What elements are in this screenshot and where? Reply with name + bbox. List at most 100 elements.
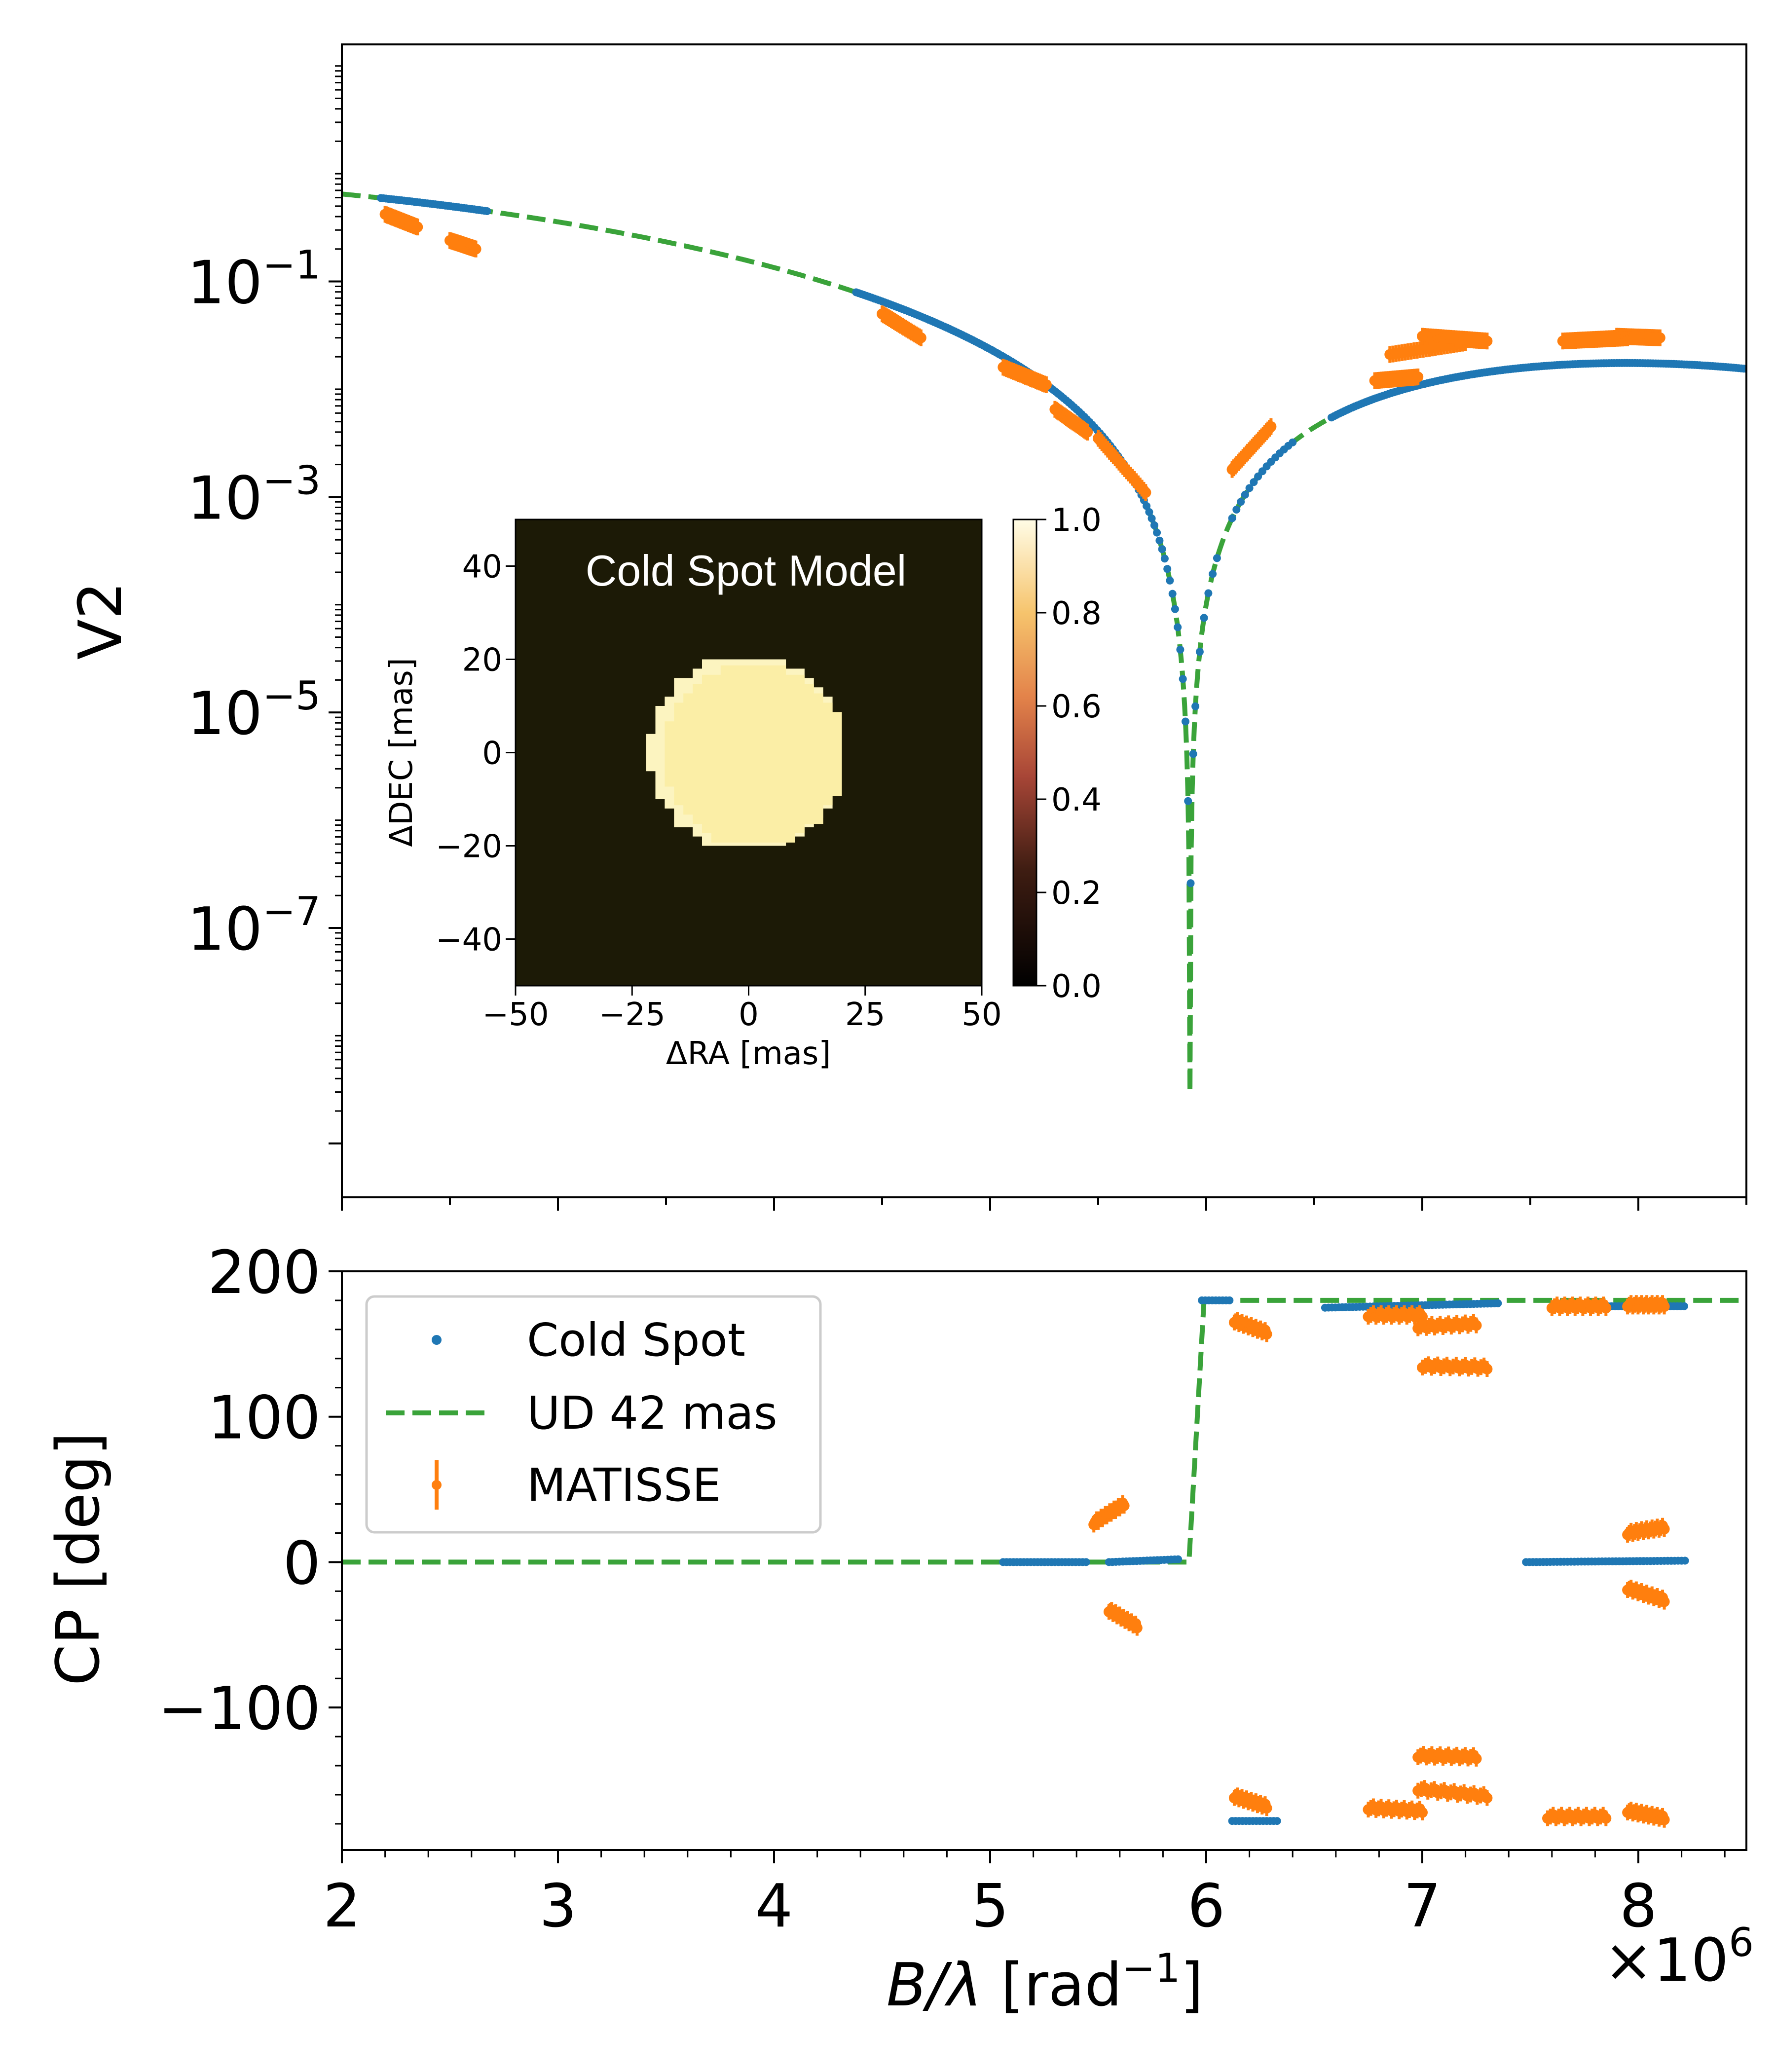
cold-spot-cp-point bbox=[1174, 1555, 1183, 1563]
cold-spot-v2-point bbox=[1289, 438, 1297, 446]
cp-xtick-label: 8 bbox=[1620, 1872, 1657, 1941]
matisse-cp-point bbox=[1261, 1803, 1272, 1814]
matisse-cp-point bbox=[1471, 1753, 1482, 1764]
cold-spot-v2-point bbox=[1166, 576, 1174, 585]
v2-ytick-label: 10−1 bbox=[187, 242, 321, 318]
cold-spot-v2-point bbox=[1174, 623, 1182, 631]
cp-xtick-label: 2 bbox=[323, 1872, 361, 1941]
cold-spot-v2-point bbox=[1155, 536, 1164, 545]
cold-spot-v2-point bbox=[1204, 589, 1213, 597]
cold-spot-cp-point bbox=[1225, 1296, 1234, 1304]
matisse-cp-point bbox=[1659, 1523, 1670, 1535]
cp-xtick-label: 6 bbox=[1187, 1872, 1225, 1941]
cold-spot-v2-point bbox=[1191, 702, 1200, 710]
inset-xtick-label: −50 bbox=[482, 997, 549, 1033]
cold-spot-v2-point bbox=[1213, 554, 1221, 562]
inset-xlabel: ΔRA [mas] bbox=[666, 1036, 831, 1072]
disk-main bbox=[665, 656, 842, 843]
x-multiplier: ×106 bbox=[1604, 1920, 1754, 1995]
matisse-v2-point bbox=[1481, 335, 1493, 347]
matisse-v2-point bbox=[1140, 487, 1151, 498]
colorbar-tick-label: 1.0 bbox=[1051, 502, 1102, 539]
matisse-cp-point bbox=[1118, 1500, 1130, 1512]
legend-label-cold-spot: Cold Spot bbox=[527, 1314, 745, 1367]
legend-marker-matisse bbox=[432, 1480, 442, 1490]
v2-ytick-label: 10−3 bbox=[187, 457, 321, 533]
inset-ylabel: ΔDEC [mas] bbox=[383, 658, 420, 847]
v2-ytick-label: 10−5 bbox=[187, 673, 321, 748]
cold-spot-cp-point bbox=[1494, 1299, 1502, 1307]
legend-label-matisse: MATISSE bbox=[527, 1459, 721, 1512]
cold-spot-v2-point bbox=[483, 207, 491, 215]
cp-xtick-label: 7 bbox=[1404, 1872, 1441, 1941]
legend-label-ud: UD 42 mas bbox=[527, 1387, 777, 1440]
cold-spot-v2-point bbox=[1245, 484, 1254, 492]
inset-ytick-label: −20 bbox=[436, 829, 502, 865]
cold-spot-v2-point bbox=[1145, 508, 1153, 516]
cp-ytick-label: −100 bbox=[158, 1675, 321, 1743]
matisse-cp-point bbox=[1659, 1596, 1670, 1607]
inset-title: Cold Spot Model bbox=[586, 546, 907, 595]
cold-spot-v2-point bbox=[1153, 528, 1161, 537]
colorbar-tick-label: 0.6 bbox=[1051, 689, 1102, 725]
cold-spot-v2-point bbox=[1184, 797, 1192, 805]
colorbar bbox=[1012, 518, 1037, 987]
cp-ytick-label: 200 bbox=[208, 1239, 321, 1307]
cold-spot-cp-point bbox=[1680, 1302, 1688, 1310]
matisse-v2-point bbox=[915, 332, 926, 343]
cp-axes-frame bbox=[341, 1270, 1747, 1851]
cold-spot-v2-point bbox=[1158, 545, 1166, 554]
cold-spot-v2-point bbox=[1143, 502, 1151, 510]
cold-spot-cp-point bbox=[1681, 1556, 1689, 1565]
cold-spot-v2-point bbox=[1237, 498, 1245, 506]
cold-spot-v2-point bbox=[1228, 514, 1236, 522]
legend: Cold Spot UD 42 mas MATISSE bbox=[365, 1295, 822, 1534]
cold-spot-v2-point bbox=[1171, 605, 1179, 613]
legend-frame bbox=[365, 1295, 822, 1534]
cold-spot-v2-point bbox=[1150, 521, 1158, 529]
cold-spot-v2-point bbox=[1189, 750, 1197, 758]
matisse-cp-point bbox=[1659, 1301, 1670, 1312]
cold-spot-v2-point bbox=[1254, 472, 1262, 481]
matisse-v2-point bbox=[1040, 379, 1052, 390]
cp-xtick-label: 5 bbox=[971, 1872, 1009, 1941]
matisse-v2-point bbox=[412, 222, 423, 233]
matisse-cp-point bbox=[1481, 1364, 1493, 1375]
cp-ytick-label: 0 bbox=[283, 1529, 321, 1598]
inset-xtick-label: 50 bbox=[962, 997, 1001, 1033]
cold-spot-v2-point bbox=[1160, 555, 1169, 563]
matisse-v2-point bbox=[1265, 421, 1277, 432]
v2-ylabel: V2 bbox=[67, 582, 135, 660]
x-axis-label: B/λ [rad−1] bbox=[887, 1945, 1204, 2020]
cp-ytick-label: 100 bbox=[208, 1384, 321, 1453]
cold-spot-v2-point bbox=[1176, 645, 1184, 654]
inset-ytick-label: 0 bbox=[482, 736, 502, 772]
matisse-cp-point bbox=[1600, 1302, 1612, 1314]
cold-spot-v2-point bbox=[1209, 570, 1217, 578]
matisse-cp-point bbox=[1131, 1622, 1143, 1633]
cold-spot-v2-point bbox=[1147, 514, 1156, 522]
cold-spot-v2-point bbox=[1200, 614, 1208, 622]
colorbar-tick-label: 0.2 bbox=[1051, 875, 1102, 912]
cold-spot-v2-point bbox=[1168, 590, 1177, 598]
inset-xtick-label: 0 bbox=[739, 997, 759, 1033]
colorbar-tick-label: 0.0 bbox=[1051, 968, 1102, 1005]
inset-xtick-label: −25 bbox=[599, 997, 666, 1033]
cp-xtick-label: 4 bbox=[755, 1872, 793, 1941]
colorbar-tick-label: 0.4 bbox=[1051, 782, 1102, 818]
matisse-cp-point bbox=[1417, 1807, 1428, 1818]
cold-spot-cp-point bbox=[1082, 1558, 1090, 1566]
colorbar-tick-label: 0.8 bbox=[1051, 595, 1102, 632]
matisse-v2-point bbox=[1082, 426, 1093, 438]
cold-spot-v2-point bbox=[1250, 478, 1258, 486]
cp-ylabel: CP [deg] bbox=[44, 1432, 113, 1686]
matisse-cp-point bbox=[1261, 1329, 1272, 1340]
matisse-v2-point bbox=[1654, 332, 1665, 343]
cold-spot-v2-point bbox=[1186, 879, 1195, 888]
v2-ytick-label: 10−7 bbox=[187, 888, 321, 964]
cp-xtick-label: 3 bbox=[539, 1872, 577, 1941]
matisse-cp-point bbox=[1481, 1792, 1493, 1804]
matisse-v2-point bbox=[470, 243, 481, 255]
